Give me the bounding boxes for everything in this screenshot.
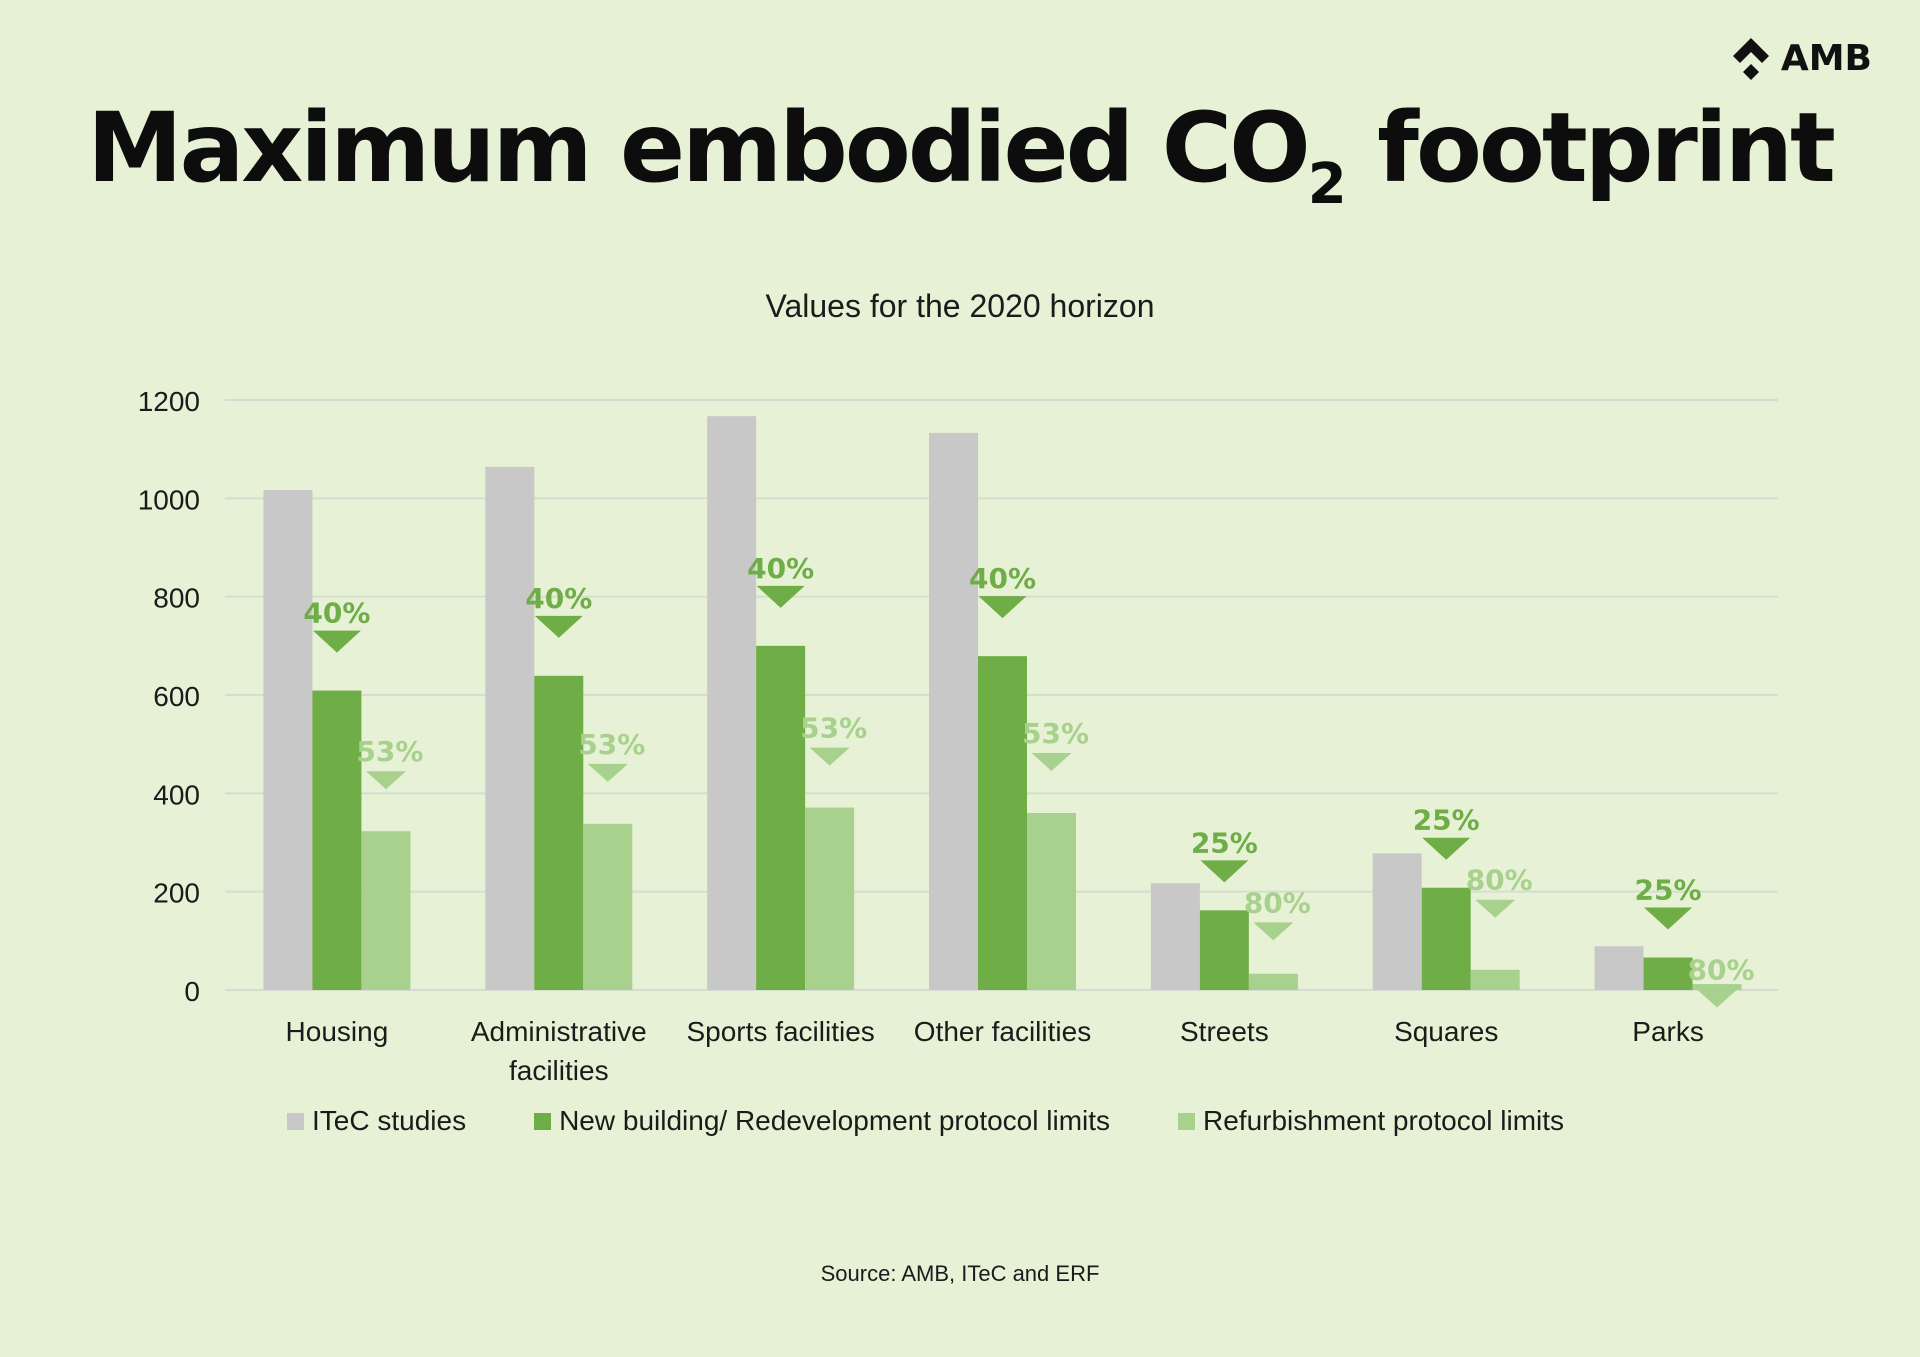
x-category-label-line: Parks	[1632, 1016, 1704, 1047]
x-category-label-line: Sports facilities	[686, 1016, 874, 1047]
bar-new-building	[1421, 887, 1471, 990]
y-tick-label: 1200	[138, 386, 200, 417]
legend-swatch-refurbishment	[1178, 1112, 1196, 1130]
bar-new-building	[1199, 910, 1249, 990]
x-category-label-line: Housing	[286, 1016, 389, 1047]
x-category-label: Other facilities	[914, 1016, 1091, 1047]
chart-legend: ITeC studies New building/ Redevelopment…	[287, 1105, 1632, 1137]
bar-refurbishment	[583, 823, 633, 990]
reduction-arrow-icon	[534, 615, 583, 638]
legend-label-itec: ITeC studies	[312, 1105, 467, 1136]
x-category-label: Squares	[1394, 1016, 1498, 1047]
reduction-arrow-icon	[1200, 860, 1249, 883]
reduction-arrow-icon	[809, 747, 850, 766]
new-building-reduction-label: 40%	[525, 582, 592, 615]
new-building-reduction-label: 25%	[1413, 804, 1480, 837]
x-category-label: Administrative facilities	[471, 1016, 647, 1086]
legend-swatch-itec	[287, 1112, 304, 1130]
amb-diamond-logo-icon	[1732, 38, 1769, 80]
bar-itec	[1150, 883, 1200, 990]
refurbishment-reduction-label: 53%	[800, 712, 867, 745]
legend-label-refurbishment: Refurbishment protocol limits	[1203, 1105, 1565, 1136]
reduction-arrow-icon	[587, 763, 628, 782]
refurbishment-reduction-label: 80%	[1688, 954, 1755, 987]
bar-new-building	[312, 690, 362, 990]
x-category-label-line: Other facilities	[914, 1016, 1091, 1047]
x-category-label-line: Streets	[1180, 1016, 1269, 1047]
legend-item-itec: ITeC studies	[287, 1105, 466, 1137]
reduction-arrow-icon	[1644, 907, 1693, 930]
bar-itec	[929, 432, 978, 991]
new-building-reduction-label: 40%	[969, 562, 1036, 595]
bar-new-building	[534, 675, 584, 990]
logo-text: AMB	[1780, 37, 1872, 79]
x-category-label: Streets	[1180, 1016, 1269, 1047]
bar-refurbishment	[361, 831, 411, 990]
new-building-reduction-label: 40%	[303, 597, 370, 630]
refurbishment-reduction-label: 80%	[1244, 886, 1311, 919]
bar-new-building	[978, 656, 1027, 990]
bar-new-building	[756, 645, 806, 990]
reduction-arrow-icon	[756, 585, 805, 608]
x-category-label-line: Administrative	[471, 1016, 647, 1047]
title-end: footprint	[1346, 92, 1836, 204]
x-category-label-line: Squares	[1394, 1016, 1498, 1047]
bar-refurbishment	[1027, 813, 1076, 990]
reduction-arrow-icon	[1422, 837, 1471, 860]
legend-item-new-building: New building/ Redevelopment protocol lim…	[534, 1105, 1110, 1137]
reduction-arrow-icon	[1697, 989, 1738, 1008]
refurbishment-reduction-label: 80%	[1466, 864, 1533, 897]
bar-itec	[1594, 946, 1644, 990]
reduction-arrow-icon	[312, 630, 361, 653]
bar-itec	[263, 489, 313, 990]
reduction-arrow-icon	[365, 771, 406, 790]
legend-label-new-building: New building/ Redevelopment protocol lim…	[559, 1105, 1111, 1136]
y-tick-label: 800	[153, 583, 200, 614]
x-category-label: Parks	[1632, 1016, 1704, 1047]
chart-subtitle: Values for the 2020 horizon	[765, 288, 1155, 324]
refurbishment-reduction-label: 53%	[578, 728, 645, 761]
reduction-arrow-icon	[978, 596, 1027, 619]
new-building-reduction-label: 25%	[1635, 874, 1702, 907]
legend-item-refurbishment: Refurbishment protocol limits	[1178, 1105, 1564, 1137]
bar-itec	[707, 416, 757, 991]
y-tick-label: 1000	[138, 484, 200, 515]
y-tick-label: 400	[153, 779, 200, 810]
source-note: Source: AMB, ITeC and ERF	[820, 1261, 1100, 1286]
bar-itec	[1372, 853, 1422, 990]
refurbishment-reduction-label: 53%	[356, 735, 423, 768]
title-subscript: 2	[1307, 152, 1347, 217]
y-tick-label: 200	[153, 878, 200, 909]
bar-itec	[485, 466, 535, 990]
y-tick-label: 600	[153, 681, 200, 712]
reduction-arrow-icon	[1475, 899, 1516, 918]
bar-new-building	[1643, 957, 1693, 990]
refurbishment-reduction-label: 53%	[1022, 717, 1089, 750]
bar-refurbishment	[805, 807, 855, 990]
x-category-label: Sports facilities	[686, 1016, 874, 1047]
x-category-label: Housing	[286, 1016, 389, 1047]
legend-swatch-new-building	[534, 1112, 552, 1130]
x-category-label-line: facilities	[509, 1055, 609, 1086]
new-building-reduction-label: 40%	[747, 552, 814, 585]
reduction-arrow-icon	[1031, 753, 1072, 771]
new-building-reduction-label: 25%	[1191, 826, 1258, 859]
y-tick-label: 0	[184, 976, 200, 1007]
reduction-arrow-icon	[1253, 922, 1294, 941]
amb-logo: AMB	[1731, 36, 1872, 80]
bar-refurbishment	[1248, 973, 1298, 990]
bar-refurbishment	[1692, 984, 1742, 990]
page-title: Maximum embodied CO2 footprint	[0, 92, 1920, 217]
bar-refurbishment	[1470, 969, 1520, 990]
title-main: Maximum embodied CO	[87, 92, 1311, 204]
